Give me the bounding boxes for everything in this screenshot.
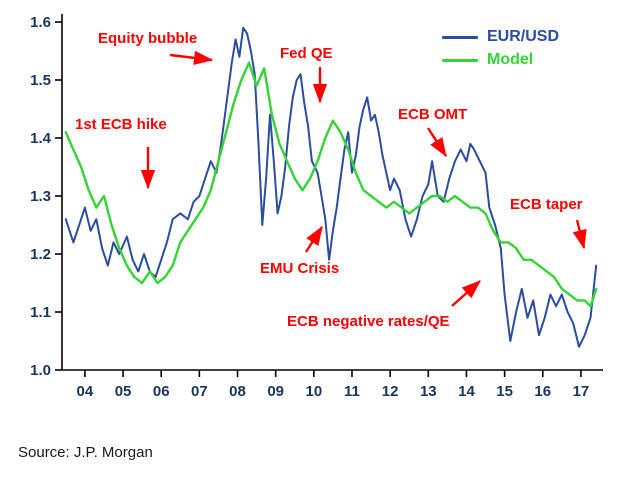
source-attribution: Source: J.P. Morgan — [18, 444, 153, 461]
x-tick-label: 09 — [267, 383, 284, 400]
x-tick-label: 08 — [229, 383, 246, 400]
legend-item-eurusd: EUR/USD — [442, 28, 559, 46]
annotation-equity-bubble-arrow — [169, 50, 214, 66]
x-tick-label: 06 — [153, 383, 170, 400]
y-tick-label: 1.5 — [30, 72, 51, 89]
annotation-ecb-omt: ECB OMT — [398, 106, 468, 123]
y-tick-label: 1.0 — [30, 362, 51, 379]
x-tick-label: 10 — [305, 383, 322, 400]
x-tick-label: 16 — [534, 383, 551, 400]
eurusd-line — [64, 26, 598, 348]
x-tick-label: 07 — [191, 383, 208, 400]
annotation-equity-bubble: Equity bubble — [98, 30, 198, 47]
x-tick-label: 17 — [573, 383, 590, 400]
eurusd-model-chart: 1.0 1.1 1.2 1.3 1.4 1.5 1.6 04 05 06 07 08 09 10 11 12 1… — [30, 14, 603, 400]
x-tick-label: 11 — [344, 383, 360, 400]
annotation-first-ecb-hike: 1st ECB hike — [75, 116, 167, 133]
legend-item-model: Model — [442, 51, 559, 69]
model-line — [64, 61, 598, 308]
y-tick-label: 1.4 — [30, 130, 52, 147]
y-tick-label: 1.6 — [30, 14, 51, 31]
y-tick-label: 1.2 — [30, 246, 51, 263]
annotation-emu-crisis: EMU Crisis — [260, 260, 340, 277]
x-tick-label: 04 — [77, 383, 94, 400]
annotation-ecb-omt-arrow — [426, 127, 448, 158]
legend-label-model: Model — [487, 51, 534, 68]
model-line-swatch — [442, 58, 478, 62]
legend: EUR/USD Model — [442, 28, 559, 69]
x-tick-label: 15 — [496, 383, 513, 400]
annotation-ecb-taper-arrow — [572, 219, 587, 250]
y-tick-label: 1.3 — [30, 188, 51, 205]
annotation-ecb-negative-rates: ECB negative rates/QE — [287, 313, 450, 330]
x-tick-label: 14 — [458, 383, 475, 400]
annotation-fed-qe: Fed QE — [280, 45, 333, 62]
annotation-ecb-negative-rates-arrow — [451, 280, 481, 307]
y-tick-label: 1.1 — [30, 304, 51, 321]
annotation-emu-crisis-arrow — [304, 225, 324, 253]
legend-label-eurusd: EUR/USD — [487, 28, 560, 45]
x-tick-label: 12 — [382, 383, 399, 400]
eurusd-line-swatch — [442, 35, 478, 39]
x-tick-label: 05 — [115, 383, 132, 400]
annotation-ecb-taper: ECB taper — [510, 196, 583, 213]
x-tick-label: 13 — [420, 383, 437, 400]
